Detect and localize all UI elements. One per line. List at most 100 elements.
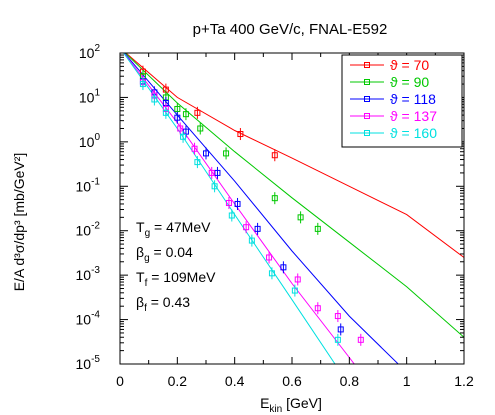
data-point [271, 195, 278, 202]
annotation-symbol: β [136, 244, 144, 260]
data-point [194, 109, 201, 116]
data-point [197, 125, 204, 132]
chart-title: p+Ta 400 GeV/c, FNAL-E592 [193, 21, 388, 38]
legend-marker-137 [364, 113, 370, 119]
data-point [268, 270, 275, 277]
legend-label-70: ϑ = 70 [390, 57, 429, 73]
data-point [234, 200, 241, 207]
data-point [182, 111, 189, 118]
y-tick-exp: 1 [94, 87, 100, 98]
y-tick-label: 10-1 [76, 176, 101, 194]
annotation-symbol: T [136, 219, 145, 235]
y-tick-exp: -1 [91, 176, 100, 187]
y-tick-exp: -2 [91, 221, 100, 232]
x-tick-label: 0.6 [282, 373, 302, 389]
legend-symbol: ϑ [390, 91, 398, 107]
data-point [280, 264, 287, 271]
data-point [139, 81, 146, 88]
x-tick-label: 0 [116, 373, 124, 389]
annotation-line: Tf = 109MeV [136, 269, 216, 289]
annotation-symbol: β [136, 294, 144, 310]
y-tick-label: 101 [79, 87, 101, 105]
x-tick-label: 1.2 [454, 373, 474, 389]
y-tick-label: 10-5 [76, 354, 101, 372]
legend-marker-90 [364, 79, 370, 85]
legend-symbol: ϑ [390, 108, 398, 124]
legend-symbol: ϑ [390, 125, 398, 141]
data-point [237, 131, 244, 138]
data-point [266, 254, 273, 261]
legend-label-137: ϑ = 137 [390, 108, 437, 124]
data-point [162, 109, 169, 116]
y-tick-base: 10 [79, 89, 95, 105]
legend-symbol: ϑ [390, 74, 398, 90]
y-tick-exp: -5 [91, 354, 100, 365]
legend-label-118: ϑ = 118 [390, 91, 436, 107]
x-tick-label: 1 [403, 373, 411, 389]
annotation-value: = 0.04 [150, 244, 193, 260]
annotation-subscript: f [145, 278, 148, 289]
x-tick-label: 0.2 [168, 373, 188, 389]
annotation-subscript: f [144, 303, 147, 314]
data-point [177, 125, 184, 132]
annotation-subscript: g [145, 228, 151, 239]
y-tick-label: 10-3 [76, 265, 101, 283]
data-point [314, 305, 321, 312]
y-tick-exp: 2 [94, 43, 100, 54]
y-tick-base: 10 [76, 312, 92, 328]
x-axis-label-main: E [260, 395, 269, 411]
data-point [254, 225, 261, 232]
data-point [271, 152, 278, 159]
legend-value: 137 [414, 108, 438, 124]
annotation-value: = 109MeV [147, 269, 216, 285]
data-point [174, 114, 181, 121]
y-tick-base: 10 [76, 356, 92, 372]
legend-value: 70 [414, 57, 430, 73]
y-tick-base: 10 [76, 178, 92, 194]
legend-label-90: ϑ = 90 [390, 74, 429, 90]
y-tick-exp: -3 [91, 265, 100, 276]
data-point [243, 224, 250, 231]
annotation-symbol: T [136, 269, 145, 285]
data-point [214, 169, 221, 176]
legend-value: 118 [414, 91, 437, 107]
data-point [180, 133, 187, 140]
y-tick-label: 10-2 [76, 221, 101, 239]
x-axis-label-unit: [GeV] [282, 395, 322, 411]
data-point [228, 212, 235, 219]
y-tick-label: 102 [79, 43, 101, 61]
annotation-line: Tg = 47MeV [136, 219, 211, 239]
data-point [194, 159, 201, 166]
annotation-value: = 47MeV [150, 219, 211, 235]
annotation-subscript: g [144, 253, 150, 264]
data-point [208, 169, 215, 176]
data-point [334, 336, 341, 343]
data-point [291, 287, 298, 294]
y-tick-label: 10-4 [76, 310, 101, 328]
data-point [294, 276, 301, 283]
legend-marker-70 [364, 62, 370, 68]
legend-eq: = [398, 57, 414, 73]
y-tick-exp: 0 [94, 132, 100, 143]
legend-value: 90 [414, 74, 430, 90]
data-point [225, 200, 232, 207]
axes: 0 0.2 0.4 0.6 0.8 1 1.210210110010-110-210-310… [76, 43, 474, 389]
legend-box [341, 54, 463, 148]
legend-eq: = [398, 91, 414, 107]
data-point [357, 336, 364, 343]
legend-eq: = [398, 108, 414, 124]
legend-eq: = [398, 74, 414, 90]
y-tick-base: 10 [76, 267, 92, 283]
legend-value: 160 [414, 125, 438, 141]
x-axis-label: Ekin [GeV] [260, 395, 322, 415]
data-point [337, 326, 344, 333]
annotation-value: = 0.43 [147, 294, 190, 310]
data-point [334, 313, 341, 320]
data-point [314, 225, 321, 232]
y-tick-exp: -4 [91, 310, 100, 321]
annotation-line: βf = 0.43 [136, 294, 190, 314]
x-axis-label-sub: kin [269, 404, 282, 415]
